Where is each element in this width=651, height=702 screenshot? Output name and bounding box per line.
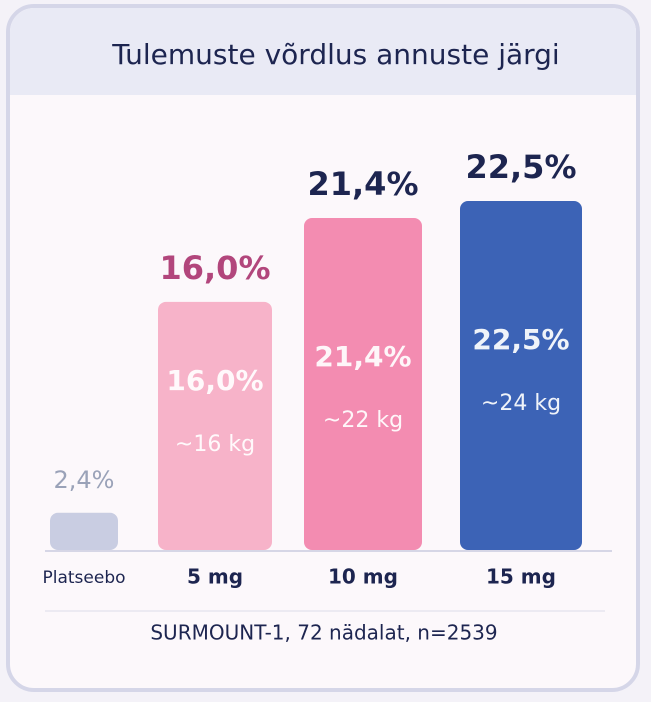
bar bbox=[158, 301, 272, 550]
inner-value-label: 21,4% bbox=[314, 340, 411, 373]
weight-label: ~22 kg bbox=[323, 408, 403, 433]
inner-value-label: 22,5% bbox=[472, 323, 569, 356]
value-label: 22,5% bbox=[465, 148, 576, 186]
footnote: SURMOUNT-1, 72 nädalat, n=2539 bbox=[150, 621, 497, 645]
value-label: 16,0% bbox=[159, 249, 270, 287]
value-label: 2,4% bbox=[54, 466, 115, 494]
weight-label: ~24 kg bbox=[481, 391, 561, 416]
bar bbox=[460, 201, 582, 550]
bar bbox=[304, 218, 422, 550]
x-tick-label: 5 mg bbox=[187, 565, 243, 589]
chart-title: Tulemuste võrdlus annuste järgi bbox=[111, 38, 559, 71]
x-tick-label: 10 mg bbox=[328, 565, 398, 589]
x-tick-label: Platseebo bbox=[42, 568, 125, 588]
inner-value-label: 16,0% bbox=[166, 364, 263, 397]
x-tick-label: 15 mg bbox=[486, 565, 556, 589]
bar bbox=[50, 512, 118, 550]
value-label: 21,4% bbox=[307, 165, 418, 203]
weight-label: ~16 kg bbox=[175, 432, 255, 457]
header-band bbox=[10, 8, 636, 95]
